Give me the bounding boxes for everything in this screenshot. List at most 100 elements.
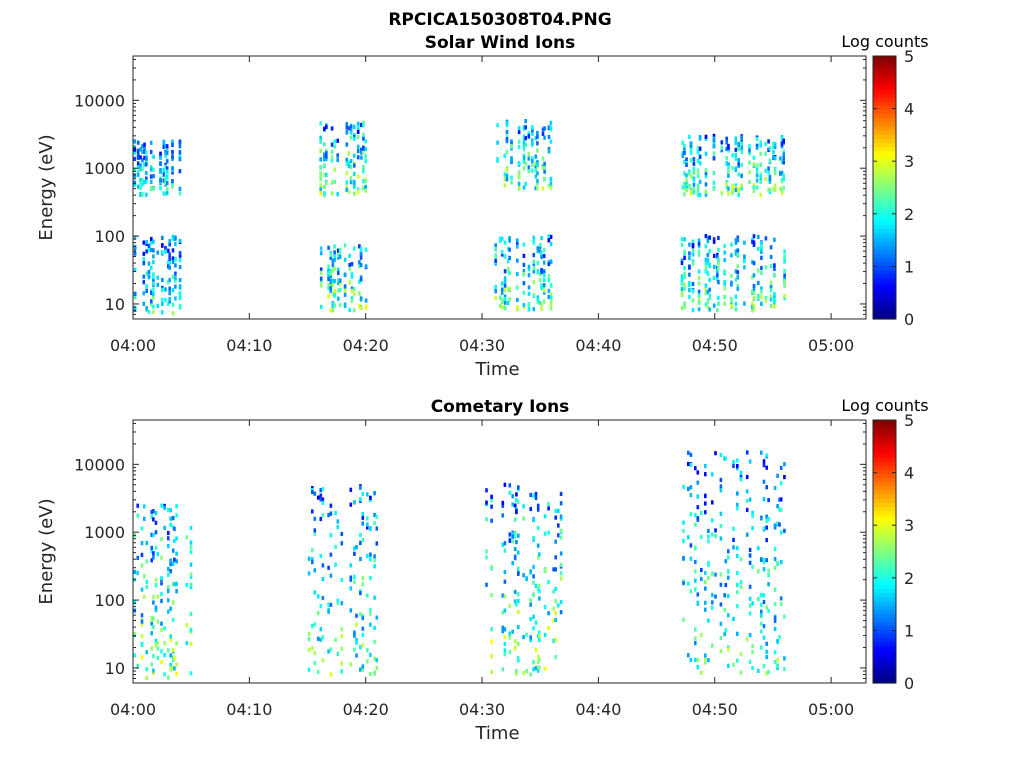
heatmap-cell [189, 641, 193, 646]
heatmap-cell [345, 161, 349, 166]
heatmap-cell [697, 297, 701, 302]
heatmap-cell [524, 119, 527, 124]
heatmap-cell [510, 175, 513, 180]
heatmap-cell [704, 244, 708, 249]
heatmap-cell [511, 494, 514, 499]
colorbar-step [873, 265, 896, 271]
heatmap-cell [554, 599, 557, 604]
heatmap-cell [327, 294, 330, 299]
heatmap-cell [532, 293, 536, 298]
heatmap-cell [688, 272, 691, 277]
heatmap-cell [490, 593, 493, 598]
heatmap-cell [355, 622, 358, 627]
heatmap-cell [517, 129, 521, 135]
heatmap-cell [773, 485, 777, 491]
heatmap-cell [316, 594, 320, 599]
heatmap-cell [773, 650, 777, 655]
heatmap-cell [319, 139, 322, 144]
heatmap-cell [364, 184, 367, 189]
heatmap-cell [529, 602, 532, 607]
heatmap-cell [751, 564, 754, 569]
heatmap-cell [687, 653, 690, 658]
heatmap-cell [517, 571, 520, 576]
heatmap-cell [142, 251, 146, 256]
heatmap-cell [538, 249, 542, 254]
heatmap-cell [501, 625, 505, 630]
heatmap-cell [171, 302, 175, 307]
heatmap-cell [764, 265, 768, 270]
heatmap-cell [327, 273, 330, 278]
heatmap-cell [343, 289, 347, 294]
y-tick-label: 100 [94, 591, 125, 610]
heatmap-cell [516, 285, 519, 290]
heatmap-cell [375, 526, 379, 531]
heatmap-cell [730, 304, 733, 309]
heatmap-cell [189, 545, 193, 550]
heatmap-cell [164, 246, 167, 251]
heatmap-cell [696, 183, 700, 188]
heatmap-cell [708, 307, 711, 312]
heatmap-cell [178, 291, 182, 296]
heatmap-cell [752, 183, 756, 188]
heatmap-cell [508, 538, 512, 543]
heatmap-cell [725, 184, 728, 189]
heatmap-cell [145, 284, 148, 289]
heatmap-cell [531, 162, 534, 167]
heatmap-cell [362, 146, 365, 151]
heatmap-cell [329, 573, 333, 578]
heatmap-cell [319, 246, 323, 251]
heatmap-cell [759, 151, 762, 156]
heatmap-cell [375, 514, 379, 519]
heatmap-cell [178, 191, 182, 196]
heatmap-cell [748, 151, 751, 156]
heatmap-cell [515, 492, 518, 497]
heatmap-cell [160, 659, 163, 665]
heatmap-cell [681, 153, 685, 158]
heatmap-cell [164, 143, 167, 149]
heatmap-cell [510, 156, 513, 161]
heatmap-cell [700, 534, 703, 540]
heatmap-cell [689, 657, 693, 663]
heatmap-cell [736, 270, 740, 275]
heatmap-cell [349, 502, 353, 507]
heatmap-cell [171, 548, 175, 553]
heatmap-cell [737, 172, 740, 177]
colorbar-step [873, 68, 896, 74]
colorbar-step [873, 228, 896, 234]
heatmap-cell [364, 158, 367, 164]
heatmap-cell [152, 309, 155, 315]
heatmap-cell [171, 170, 174, 175]
heatmap-cell [150, 549, 153, 554]
heatmap-cell [169, 569, 172, 574]
heatmap-cell [142, 257, 146, 262]
heatmap-cell [513, 589, 517, 595]
heatmap-cell [375, 615, 379, 620]
heatmap-cell [737, 158, 740, 163]
heatmap-cell [353, 647, 356, 652]
heatmap-cell [723, 632, 726, 637]
heatmap-cell [760, 450, 763, 455]
heatmap-cell [503, 153, 507, 158]
heatmap-cell [536, 586, 540, 591]
heatmap-cell [164, 181, 167, 186]
heatmap-cell [536, 659, 540, 664]
heatmap-cell [139, 155, 142, 160]
heatmap-cell [540, 235, 543, 241]
heatmap-cell [174, 241, 177, 247]
heatmap-cell [162, 144, 166, 149]
heatmap-cell [740, 146, 743, 151]
heatmap-cell [169, 516, 172, 521]
heatmap-cell [349, 176, 353, 181]
heatmap-cell [330, 149, 334, 154]
heatmap-cell [323, 142, 326, 147]
heatmap-cell [762, 635, 766, 640]
heatmap-cell [338, 303, 342, 308]
colorbar-step [873, 572, 896, 577]
heatmap-cell [769, 303, 773, 308]
heatmap-cell [517, 656, 520, 661]
heatmap-cell [698, 179, 702, 184]
heatmap-cell [364, 264, 368, 269]
heatmap-cell [307, 667, 311, 672]
heatmap-cell [689, 512, 693, 517]
heatmap-cell [329, 285, 333, 291]
